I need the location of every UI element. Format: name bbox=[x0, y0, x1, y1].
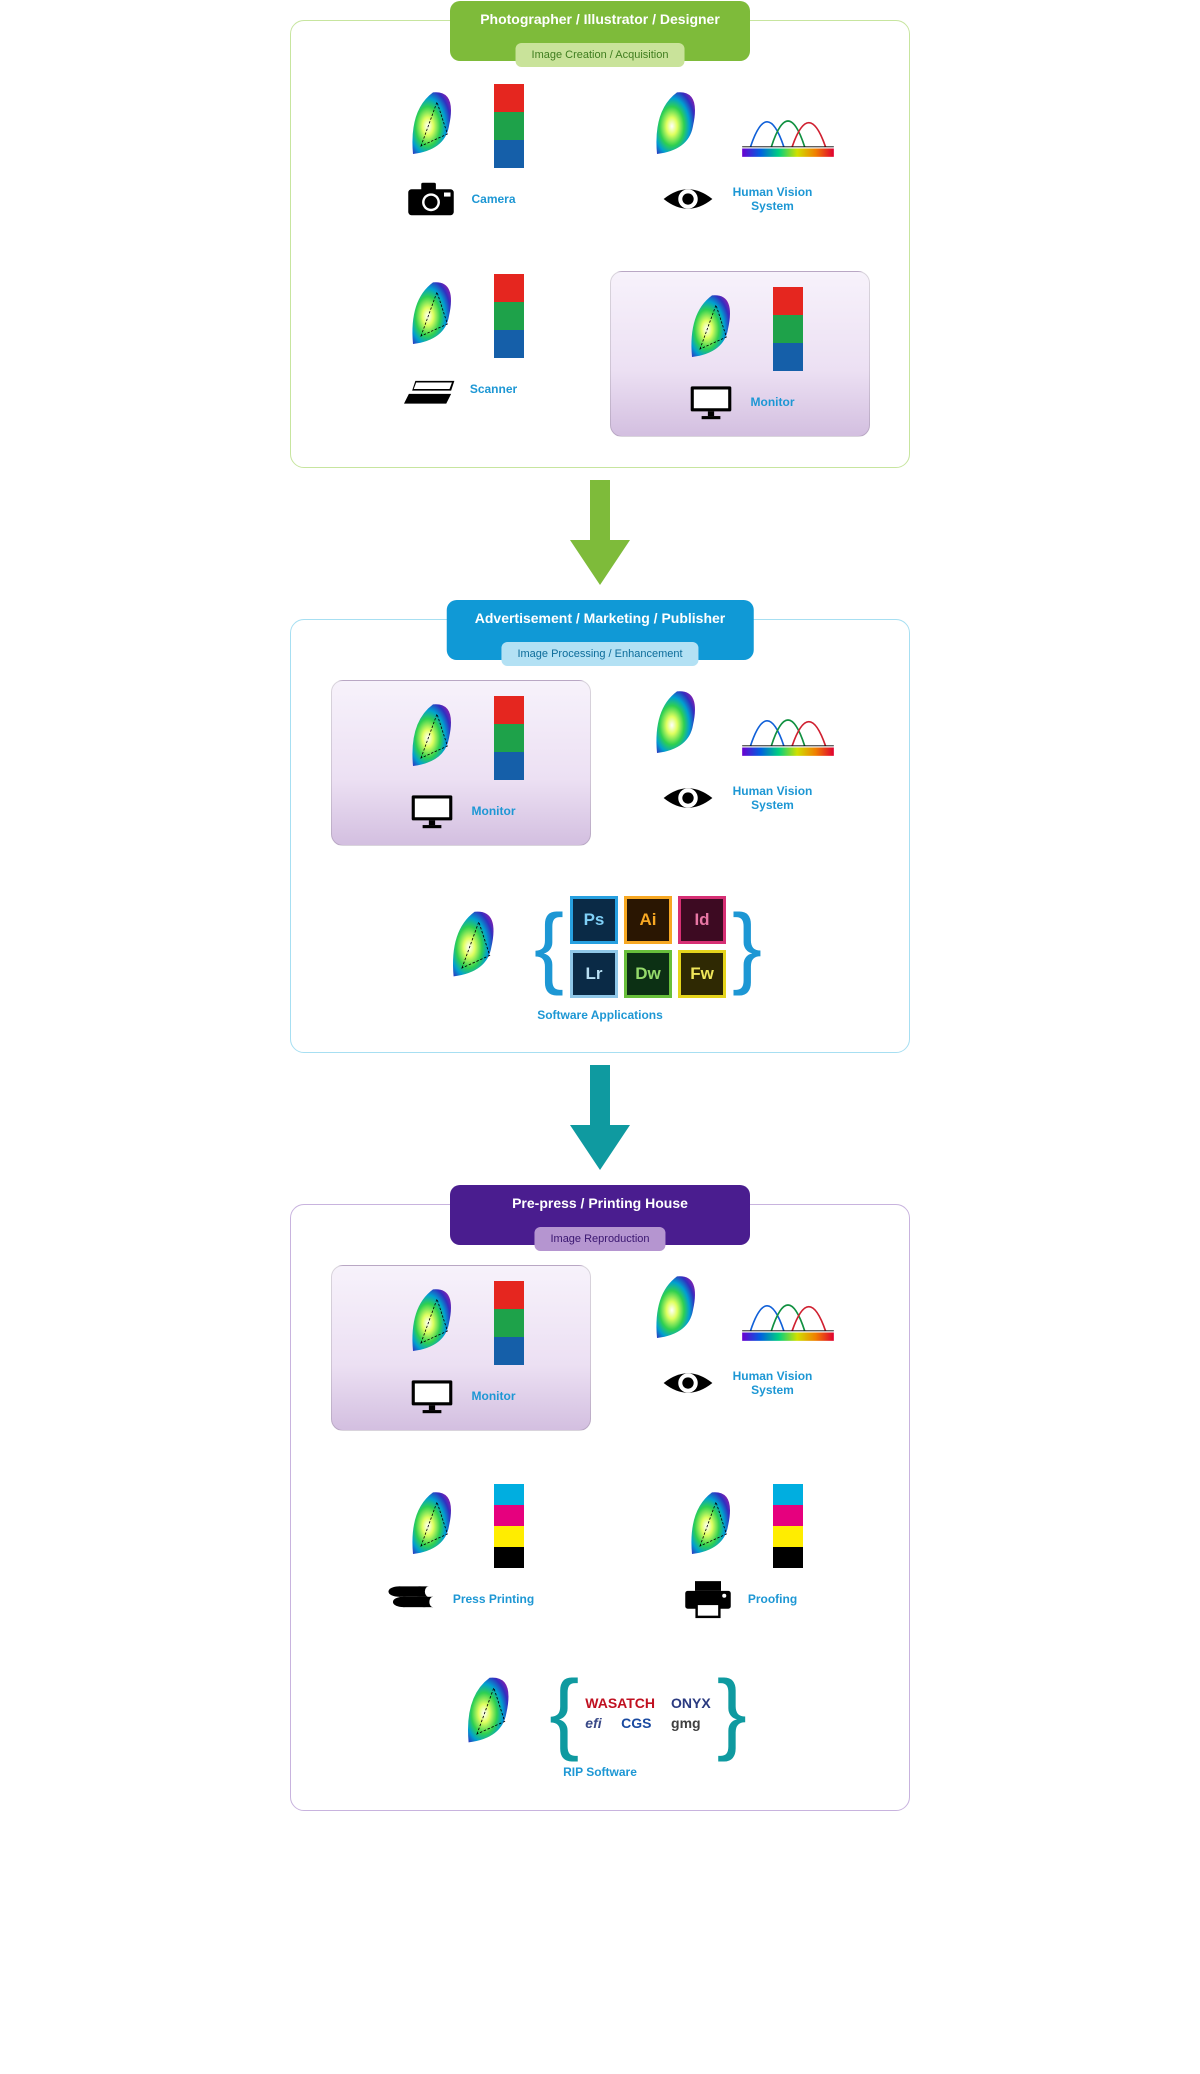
item-monitor: Monitor bbox=[331, 1265, 591, 1431]
item-press: Press Printing bbox=[331, 1481, 591, 1621]
rip-label: RIP Software bbox=[563, 1765, 637, 1779]
stage-3: Pre-press / Printing House Image Reprodu… bbox=[290, 1204, 910, 1810]
stage-1: Photographer / Illustrator / Designer Im… bbox=[290, 20, 910, 468]
bracket-right-icon: } bbox=[732, 916, 762, 979]
spectrum-curves-icon bbox=[738, 685, 838, 765]
rip-brand: efi bbox=[585, 1715, 605, 1731]
gamut-icon bbox=[398, 1486, 484, 1566]
spectrum-curves-icon bbox=[738, 1270, 838, 1350]
item-camera: Camera bbox=[331, 81, 591, 221]
monitor-icon bbox=[685, 380, 737, 424]
rgb-bars-icon bbox=[494, 84, 524, 168]
stage-2-subtitle: Image Processing / Enhancement bbox=[501, 642, 698, 666]
monitor-icon bbox=[406, 1374, 458, 1418]
item-rip: { WASATCH ONYX efi CGS gmg } RIP Softwar… bbox=[321, 1671, 879, 1779]
press-rollers-icon bbox=[387, 1577, 439, 1621]
bracket-right-icon: } bbox=[717, 1682, 747, 1745]
monitor-label: Monitor bbox=[472, 1389, 516, 1403]
hvs-label: Human Vision System bbox=[728, 1369, 818, 1398]
item-proof: Proofing bbox=[610, 1481, 870, 1621]
bracket-left-icon: { bbox=[549, 1682, 579, 1745]
camera-icon bbox=[405, 177, 457, 221]
item-monitor: Monitor bbox=[331, 680, 591, 846]
gamut-icon bbox=[398, 276, 484, 356]
eye-icon bbox=[662, 177, 714, 221]
cmyk-bars-icon bbox=[773, 1484, 803, 1568]
hvs-label: Human Vision System bbox=[728, 784, 818, 813]
software-app-fw: Fw bbox=[678, 950, 726, 998]
rgb-bars-icon bbox=[494, 696, 524, 780]
item-monitor: Monitor bbox=[610, 271, 870, 437]
software-app-ai: Ai bbox=[624, 896, 672, 944]
camera-label: Camera bbox=[471, 192, 515, 206]
gamut-icon bbox=[642, 86, 728, 166]
printer-icon bbox=[682, 1577, 734, 1621]
eye-icon bbox=[662, 776, 714, 820]
hvs-label: Human Vision System bbox=[728, 185, 818, 214]
software-app-dw: Dw bbox=[624, 950, 672, 998]
item-scanner: Scanner bbox=[331, 271, 591, 437]
rgb-bars-icon bbox=[494, 274, 524, 358]
gamut-icon bbox=[642, 685, 728, 765]
rip-brand: CGS bbox=[621, 1715, 655, 1731]
stage-3-subtitle: Image Reproduction bbox=[534, 1227, 665, 1251]
gamut-icon bbox=[398, 1283, 484, 1363]
software-label: Software Applications bbox=[537, 1008, 663, 1022]
scanner-label: Scanner bbox=[470, 382, 517, 396]
cmyk-bars-icon bbox=[494, 1484, 524, 1568]
item-hvs: Human Vision System bbox=[610, 1265, 870, 1431]
gamut-icon bbox=[677, 289, 763, 369]
gamut-icon bbox=[438, 905, 528, 989]
rip-brand: ONYX bbox=[671, 1695, 711, 1711]
gamut-icon bbox=[398, 698, 484, 778]
software-grid: PsAiId LrDwFw bbox=[570, 896, 726, 998]
rgb-bars-icon bbox=[494, 1281, 524, 1365]
rip-brand: gmg bbox=[671, 1715, 711, 1731]
software-app-id: Id bbox=[678, 896, 726, 944]
monitor-icon bbox=[406, 789, 458, 833]
scanner-icon bbox=[404, 367, 456, 411]
rip-brand: WASATCH bbox=[585, 1695, 655, 1711]
gamut-icon bbox=[677, 1486, 763, 1566]
item-hvs: Human Vision System bbox=[610, 680, 870, 846]
rgb-bars-icon bbox=[773, 287, 803, 371]
item-software: { PsAiId LrDwFw } Software Applications bbox=[321, 896, 879, 1022]
arrow-1 bbox=[565, 480, 635, 595]
bracket-left-icon: { bbox=[534, 916, 564, 979]
gamut-icon bbox=[453, 1671, 543, 1755]
monitor-label: Monitor bbox=[751, 395, 795, 409]
gamut-icon bbox=[642, 1270, 728, 1350]
rip-brand-grid: WASATCH ONYX efi CGS gmg bbox=[585, 1695, 710, 1731]
arrow-2 bbox=[565, 1065, 635, 1180]
monitor-label: Monitor bbox=[472, 804, 516, 818]
spectrum-curves-icon bbox=[738, 86, 838, 166]
stage-1-subtitle: Image Creation / Acquisition bbox=[516, 43, 685, 67]
eye-icon bbox=[662, 1361, 714, 1405]
stage-2: Advertisement / Marketing / Publisher Im… bbox=[290, 619, 910, 1053]
software-app-lr: Lr bbox=[570, 950, 618, 998]
gamut-icon bbox=[398, 86, 484, 166]
press-label: Press Printing bbox=[453, 1592, 534, 1606]
software-app-ps: Ps bbox=[570, 896, 618, 944]
proof-label: Proofing bbox=[748, 1592, 797, 1606]
item-hvs: Human Vision System bbox=[610, 81, 870, 221]
